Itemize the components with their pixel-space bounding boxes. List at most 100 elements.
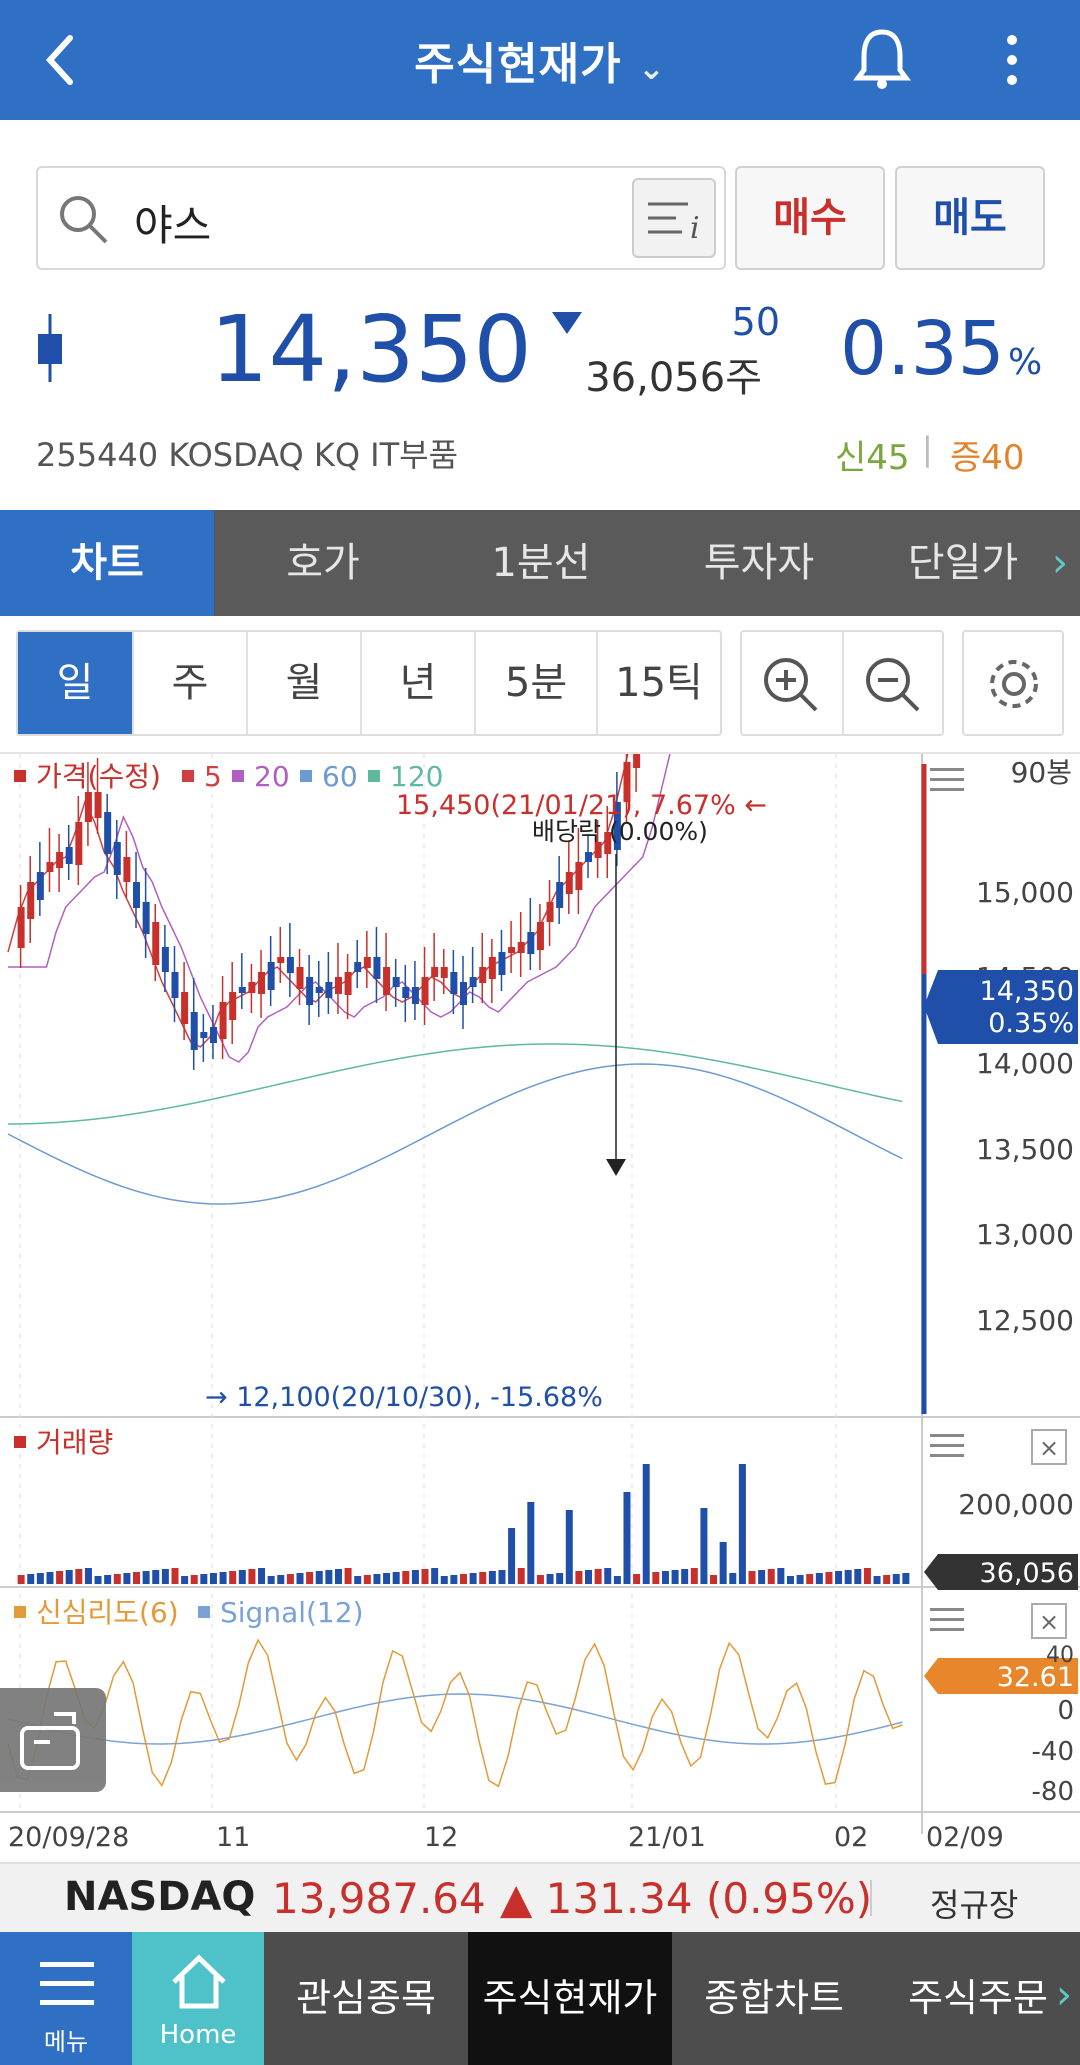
stock-info-button[interactable]: i <box>632 178 716 258</box>
stock-search-input[interactable]: 야스 i <box>36 166 726 270</box>
period-selector: 일 주 월 년 5분 15틱 <box>16 630 722 736</box>
candle-body <box>460 982 467 1005</box>
nav-home[interactable]: Home <box>132 1932 264 2065</box>
close-icon[interactable] <box>1031 1429 1067 1465</box>
period-month[interactable]: 월 <box>248 632 362 734</box>
zoom-in-icon[interactable] <box>760 654 820 714</box>
tab-minute[interactable]: 1분선 <box>491 540 591 586</box>
price-change: 50 <box>731 300 780 344</box>
chevron-right-icon[interactable]: › <box>1052 540 1068 586</box>
credit-badge: 신45 <box>835 438 910 478</box>
period-5min[interactable]: 5분 <box>476 632 598 734</box>
volume-bar <box>623 1492 631 1584</box>
zoom-out-icon[interactable] <box>862 654 922 714</box>
chart-area[interactable]: 가격(수정) 5 20 60 120 90봉 15,450(21/01/21),… <box>0 412 1080 1864</box>
volume-bar <box>786 1576 794 1584</box>
top-bar: 주식현재가 ⌄ <box>0 0 1080 120</box>
tab-chart[interactable]: 차트 <box>0 510 214 616</box>
down-arrow-icon <box>552 312 582 334</box>
volume-bar <box>27 1574 35 1584</box>
current-price: 14,350 <box>210 296 532 403</box>
volume-bar <box>546 1574 554 1584</box>
candle-body <box>517 942 525 953</box>
volume-bar <box>488 1571 496 1584</box>
back-icon[interactable] <box>40 30 80 90</box>
volume-bar <box>777 1568 785 1584</box>
market-ticker[interactable]: NASDAQ 13,987.64 ▲ 131.34 (0.95%) 정규장 <box>0 1862 1080 1932</box>
percent-sign: % <box>1008 342 1043 383</box>
candle-body <box>94 792 102 818</box>
page-title[interactable]: 주식현재가 ⌄ <box>414 39 666 90</box>
candle-body <box>527 932 535 954</box>
signal-line <box>7 1693 903 1745</box>
nav-order[interactable]: 주식주문 <box>908 1976 1048 2020</box>
chevron-right-icon[interactable]: › <box>1056 1972 1072 2018</box>
volume-bar <box>296 1573 304 1584</box>
candle-body <box>354 962 362 972</box>
current-price-label: 14,350 <box>980 976 1074 1007</box>
volume-bar <box>700 1508 708 1584</box>
candle-body <box>469 977 477 987</box>
nav-current-price[interactable]: 주식현재가 <box>468 1932 672 2065</box>
sell-button[interactable]: 매도 <box>895 166 1045 270</box>
tab-investor[interactable]: 투자자 <box>703 540 815 586</box>
chevron-down-icon[interactable]: ⌄ <box>637 49 666 87</box>
volume-bar <box>258 1568 266 1584</box>
hamburger-icon[interactable] <box>930 768 964 791</box>
period-15tick[interactable]: 15틱 <box>615 660 703 706</box>
period-year[interactable]: 년 <box>362 632 476 734</box>
period-week[interactable]: 주 <box>134 632 248 734</box>
candle-body <box>344 972 352 995</box>
candle-body <box>36 872 44 900</box>
nav-watchlist[interactable]: 관심종목 <box>296 1976 436 2020</box>
volume-bar <box>334 1569 342 1584</box>
candle-body <box>450 972 458 994</box>
volume-bar <box>411 1570 419 1584</box>
candle-body <box>585 852 593 862</box>
xtick-1: 11 <box>216 1822 250 1853</box>
candle-body <box>84 792 92 822</box>
xtick-5: 02/09 <box>926 1822 1004 1853</box>
low-note: → 12,100(20/10/30), -15.68% <box>205 1382 603 1413</box>
candle-body <box>392 977 400 987</box>
volume-bar <box>479 1572 487 1584</box>
candle-body <box>536 922 544 950</box>
period-day[interactable]: 일 <box>18 632 134 734</box>
hamburger-icon[interactable] <box>930 1434 964 1457</box>
stock-chart[interactable]: 가격(수정) 5 20 60 120 90봉 15,450(21/01/21),… <box>0 412 1080 1864</box>
volume-bar <box>440 1576 448 1584</box>
volume-bar <box>517 1568 525 1584</box>
tab-single-price[interactable]: 단일가 <box>907 540 1019 586</box>
volume-bar <box>229 1571 237 1584</box>
bell-icon[interactable] <box>852 24 912 94</box>
chart-settings-button[interactable] <box>962 630 1064 736</box>
search-value: 야스 <box>134 201 212 250</box>
volume-bar <box>171 1568 179 1584</box>
close-icon[interactable] <box>1031 1603 1067 1639</box>
volume-bar <box>681 1569 689 1584</box>
volume-bar <box>863 1568 871 1584</box>
candle-body <box>209 1027 217 1043</box>
rotate-screen-button[interactable] <box>0 1688 106 1792</box>
candle-body <box>200 1032 208 1038</box>
dividend-note: 배당락 (0.00%) <box>532 817 708 846</box>
xtick-3: 21/01 <box>628 1822 706 1853</box>
more-icon[interactable] <box>1000 34 1024 90</box>
nav-chart[interactable]: 종합차트 <box>704 1976 844 2020</box>
candle-body <box>65 847 73 864</box>
margin-badge: 증40 <box>950 438 1025 478</box>
volume-bar <box>633 1574 641 1584</box>
volume-bar <box>354 1576 362 1584</box>
nav-menu[interactable]: 메뉴 <box>0 1932 132 2065</box>
hamburger-icon[interactable] <box>930 1608 964 1631</box>
tab-orderbook[interactable]: 호가 <box>286 540 360 586</box>
volume-bar <box>392 1572 400 1584</box>
candle-body <box>383 967 391 995</box>
psy-label: 신심리도(6) <box>36 1596 179 1629</box>
candle-body <box>286 957 294 973</box>
legend-ma120: 120 <box>390 760 443 793</box>
tick-12500: 12,500 <box>976 1304 1074 1337</box>
buy-button[interactable]: 매수 <box>735 166 885 270</box>
volume-bar <box>306 1572 314 1584</box>
volume-bar <box>267 1576 275 1584</box>
